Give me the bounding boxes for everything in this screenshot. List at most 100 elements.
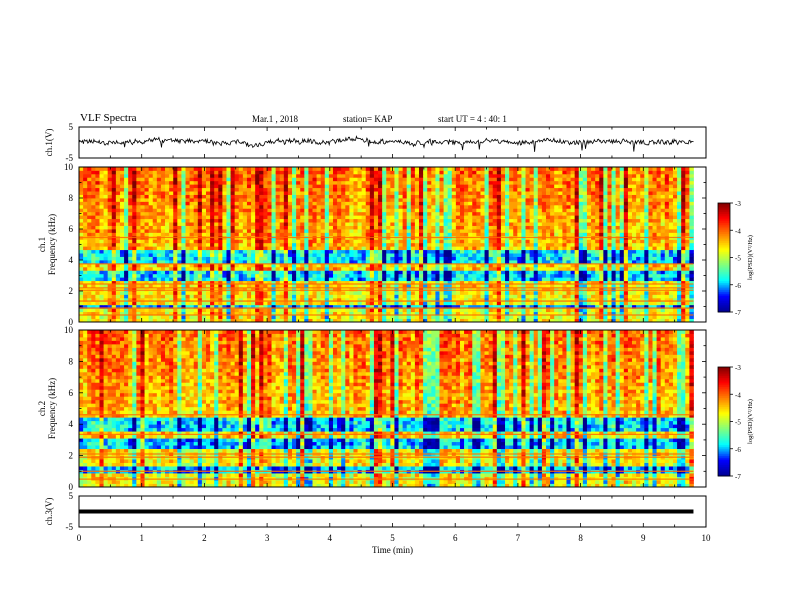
spectrogram-cell	[660, 318, 666, 323]
spectrogram-cell	[648, 229, 653, 233]
spectrogram-cell	[472, 273, 477, 278]
spectrogram-cell	[578, 273, 584, 278]
spectrogram-cell	[99, 215, 104, 220]
spectrogram-cell	[222, 242, 227, 247]
spectrogram-cell	[369, 222, 375, 226]
spectrogram-cell	[599, 256, 604, 261]
spectrogram-cell	[283, 311, 289, 316]
spectrogram-cell	[193, 297, 199, 302]
spectrogram-cell	[513, 284, 518, 288]
spectrogram-cell	[644, 280, 649, 285]
spectrogram-cell	[414, 211, 420, 216]
spectrogram-cell	[156, 273, 162, 278]
spectrogram-cell	[152, 284, 158, 288]
spectrogram-cell	[119, 260, 125, 264]
spectrogram-cell	[185, 284, 191, 288]
spectrogram-cell	[300, 311, 305, 316]
spectrogram-cell	[83, 225, 88, 230]
spectrogram-cell	[455, 256, 461, 261]
spectrogram-cell	[603, 249, 608, 254]
spectrogram-cell	[140, 242, 145, 247]
spectrogram-cell	[103, 239, 109, 244]
spectrogram-cell	[181, 239, 186, 244]
spectrogram-cell	[369, 297, 375, 302]
spectrogram-cell	[439, 297, 444, 302]
spectrogram-cell	[562, 218, 567, 223]
spectrogram-cell	[459, 225, 465, 230]
spectrogram-cell	[357, 294, 363, 299]
spectrogram-cell	[222, 225, 227, 230]
spectrogram-cell	[545, 284, 551, 288]
spectrogram-cell	[509, 239, 514, 244]
spectrogram-cell	[107, 273, 113, 278]
spectrogram-cell	[414, 253, 420, 257]
spectrogram-cell	[361, 211, 367, 216]
spectrogram-cell	[230, 232, 236, 237]
spectrogram-cell	[210, 315, 215, 319]
spectrogram-cell	[652, 273, 657, 278]
spectrogram-cell	[640, 270, 645, 275]
spectrogram-cell	[427, 266, 432, 271]
spectrogram-cell	[578, 256, 584, 261]
spectrogram-cell	[591, 218, 596, 223]
spectrogram-cell	[337, 232, 342, 237]
spectrogram-cell	[222, 304, 227, 309]
spectrogram-cell	[537, 260, 543, 264]
spectrogram-cell	[464, 273, 469, 278]
spectrogram-cell	[484, 311, 490, 316]
spectrogram-cell	[681, 287, 686, 292]
spectrogram-cell	[685, 273, 690, 278]
spectrogram-cell	[181, 208, 186, 213]
spectrogram-cell	[255, 297, 260, 302]
spectrogram-cell	[214, 287, 219, 292]
spectrogram-cell	[271, 260, 277, 264]
spectrogram-cell	[468, 232, 473, 237]
spectrogram-cell	[390, 263, 395, 268]
spectrogram-cell	[390, 294, 395, 299]
spectrogram-cell	[664, 280, 670, 285]
spectrogram-cell	[443, 315, 449, 319]
spectrogram-cell	[636, 280, 641, 285]
spectrogram-cell	[287, 308, 293, 313]
spectrogram-cell	[275, 284, 281, 288]
spectrogram-cell	[283, 318, 289, 323]
spectrogram-cell	[582, 308, 588, 313]
spectrogram-cell	[210, 294, 215, 299]
spectrogram-cell	[394, 218, 399, 223]
spectrogram-cell	[410, 266, 416, 271]
spectrogram-cell	[365, 218, 371, 223]
spectrogram-cell	[451, 280, 457, 285]
spectrogram-cell	[205, 266, 211, 271]
spectrogram-cell	[99, 294, 104, 299]
spectrogram-cell	[574, 249, 580, 254]
spectrogram-cell	[251, 232, 256, 237]
spectrogram-cell	[480, 277, 485, 282]
spectrogram-cell	[554, 260, 559, 264]
spectrogram-cell	[361, 260, 367, 264]
spectrogram-cell	[222, 218, 227, 223]
spectrogram-cell	[447, 263, 453, 268]
spectrogram-cell	[558, 208, 563, 213]
spectrogram-cell	[210, 284, 215, 288]
spectrogram-cell	[320, 208, 326, 213]
spectrogram-cell	[91, 242, 96, 247]
spectrogram-cell	[193, 311, 199, 316]
spectrogram-cell	[423, 242, 428, 247]
spectrogram-cell	[472, 208, 477, 213]
spectrogram-cell	[251, 222, 256, 226]
spectrogram-cell	[398, 315, 404, 319]
spectrogram-cell	[591, 304, 596, 309]
spectrogram-cell	[287, 232, 293, 237]
spectrogram-cell	[107, 242, 113, 247]
spectrogram-cell	[189, 304, 195, 309]
spectrogram-cell	[267, 277, 272, 282]
spectrogram-cell	[160, 242, 166, 247]
spectrogram-cell	[136, 277, 141, 282]
spectrogram-cell	[664, 242, 670, 247]
spectrogram-cell	[144, 263, 150, 268]
spectrogram-cell	[525, 266, 531, 271]
spectrogram-cell	[296, 242, 301, 247]
spectrogram-cell	[619, 242, 625, 247]
spectrogram-cell	[128, 280, 133, 285]
spectrogram-cell	[390, 218, 395, 223]
